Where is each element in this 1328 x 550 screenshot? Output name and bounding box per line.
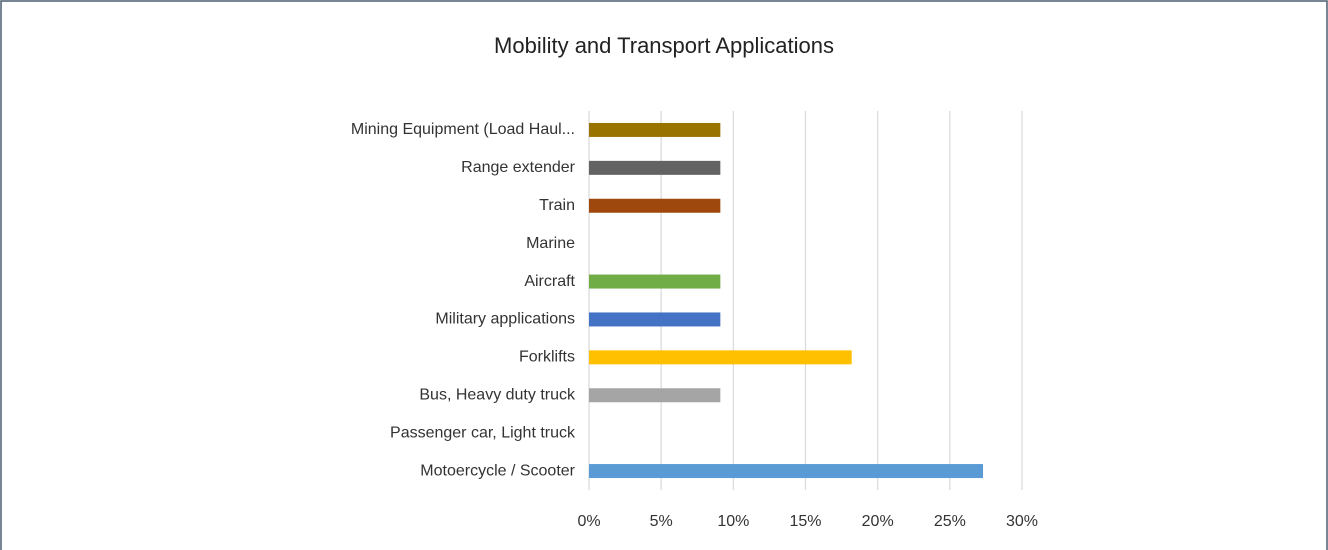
bar — [589, 274, 721, 289]
y-tick-label: Mining Equipment (Load Haul... — [351, 121, 575, 138]
x-tick-label: 15% — [789, 513, 821, 530]
x-tick-label: 20% — [862, 513, 894, 530]
bar — [589, 312, 721, 327]
bar — [589, 160, 721, 175]
x-tick-label: 25% — [934, 513, 966, 530]
y-tick-label: Aircraft — [524, 273, 575, 290]
chart-title: Mobility and Transport Applications — [494, 33, 834, 58]
y-tick-label: Bus, Heavy duty truck — [419, 386, 576, 403]
x-tick-label: 30% — [1006, 513, 1038, 530]
bar — [589, 122, 721, 137]
y-tick-label: Range extender — [461, 159, 576, 176]
y-tick-label: Passenger car, Light truck — [390, 424, 576, 441]
bar — [589, 350, 852, 365]
bar — [589, 388, 721, 403]
x-tick-label: 5% — [650, 513, 673, 530]
y-tick-label: Military applications — [435, 311, 575, 328]
y-tick-label: Motoercycle / Scooter — [420, 462, 575, 479]
y-tick-label: Train — [539, 197, 575, 214]
bar — [589, 464, 984, 479]
y-tick-label: Forklifts — [519, 349, 575, 366]
x-tick-label: 0% — [577, 513, 600, 530]
y-tick-label: Marine — [526, 235, 575, 252]
bar — [589, 198, 721, 213]
x-tick-label: 10% — [717, 513, 749, 530]
